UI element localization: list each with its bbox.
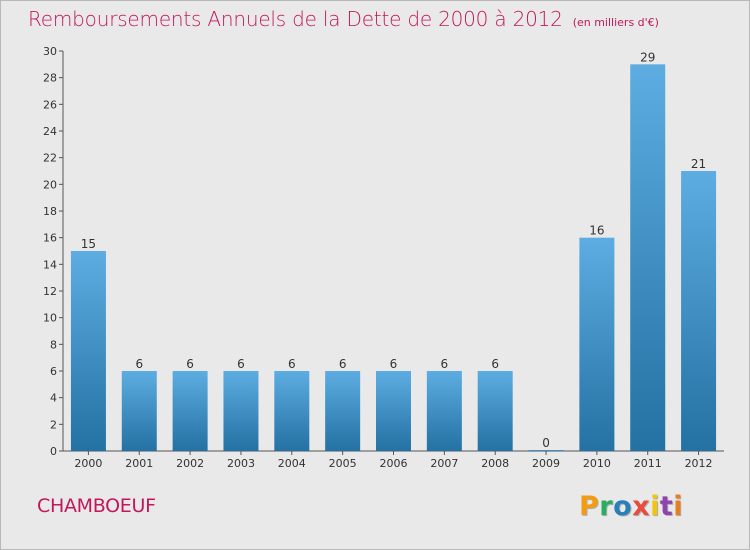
chart-subtitle: (en milliers d'€) <box>572 16 659 29</box>
commune-name: CHAMBOEUF <box>37 495 156 517</box>
y-tick-label: 2 <box>50 418 57 431</box>
logo-letter: i <box>673 491 684 522</box>
bar-2000 <box>70 251 106 451</box>
y-tick-label: 20 <box>43 178 57 191</box>
logo-letter: x <box>632 491 651 522</box>
bar-2003 <box>223 371 259 451</box>
bar-2004 <box>274 371 310 451</box>
y-tick-label: 10 <box>43 312 57 325</box>
bar-2005 <box>325 371 361 451</box>
bar-2006 <box>376 371 411 451</box>
y-tick-label: 26 <box>43 98 57 111</box>
chart-title: Remboursements Annuels de la Dette de 20… <box>28 7 563 31</box>
y-tick-label: 28 <box>43 72 57 85</box>
x-tick-label-2003: 2003 <box>227 457 255 470</box>
data-label-2007: 6 <box>441 357 449 371</box>
logo-letter: r <box>599 491 614 522</box>
x-tick-label-2012: 2012 <box>685 457 713 470</box>
bar-2001 <box>121 371 157 451</box>
y-tick-label: 22 <box>43 152 57 165</box>
data-label-2012: 21 <box>691 157 706 171</box>
y-tick-label: 8 <box>50 338 57 351</box>
x-tick-label-2010: 2010 <box>583 457 611 470</box>
y-tick-label: 18 <box>43 205 57 218</box>
data-label-2002: 6 <box>186 357 194 371</box>
x-tick-label-2011: 2011 <box>634 457 662 470</box>
bar-2010 <box>579 237 615 451</box>
data-label-2006: 6 <box>390 357 398 371</box>
x-tick-label-2006: 2006 <box>380 457 408 470</box>
bars <box>70 64 717 452</box>
x-tick-label-2001: 2001 <box>125 457 153 470</box>
y-tick-label: 4 <box>50 392 57 405</box>
data-label-2003: 6 <box>237 357 245 371</box>
x-tick-label-2002: 2002 <box>176 457 204 470</box>
y-tick-label: 6 <box>50 365 57 378</box>
bar-2002 <box>172 371 208 451</box>
y-tick-label: 0 <box>50 445 57 458</box>
x-tick-label-2005: 2005 <box>329 457 357 470</box>
x-tick-label-2004: 2004 <box>278 457 306 470</box>
bar-2011 <box>630 64 666 452</box>
proxiti-logo: Proxiti <box>579 491 683 522</box>
bar-2012 <box>681 171 717 451</box>
data-label-2009: 0 <box>542 436 550 450</box>
data-label-2011: 29 <box>640 50 655 64</box>
data-label-2008: 6 <box>491 357 499 371</box>
bar-2009 <box>528 450 564 451</box>
y-tick-label: 14 <box>43 258 57 271</box>
logo-letter: P <box>579 491 600 522</box>
y-tick-label: 24 <box>43 125 57 138</box>
labels: 2000 15 2001 6 2002 6 2003 6 2004 6 2005 6 2006 6 2007… <box>74 50 712 470</box>
logo-letter: o <box>613 491 633 522</box>
logo-letter: t <box>659 491 674 522</box>
bar-2007 <box>426 371 462 451</box>
y-tick-label: 16 <box>43 232 57 245</box>
x-tick-label-2007: 2007 <box>430 457 458 470</box>
data-label-2010: 16 <box>589 224 604 238</box>
data-label-2004: 6 <box>288 357 296 371</box>
data-label-2000: 15 <box>81 237 96 251</box>
x-tick-label-2000: 2000 <box>74 457 102 470</box>
y-tick-label: 30 <box>43 45 57 58</box>
x-tick-label-2008: 2008 <box>481 457 509 470</box>
logo-letter: i <box>650 491 660 522</box>
title-line: Remboursements Annuels de la Dette de 20… <box>28 7 659 31</box>
data-label-2005: 6 <box>339 357 347 371</box>
y-tick-label: 12 <box>43 285 57 298</box>
x-tick-label-2009: 2009 <box>532 457 560 470</box>
bar-2008 <box>477 371 513 451</box>
data-label-2001: 6 <box>135 357 143 371</box>
